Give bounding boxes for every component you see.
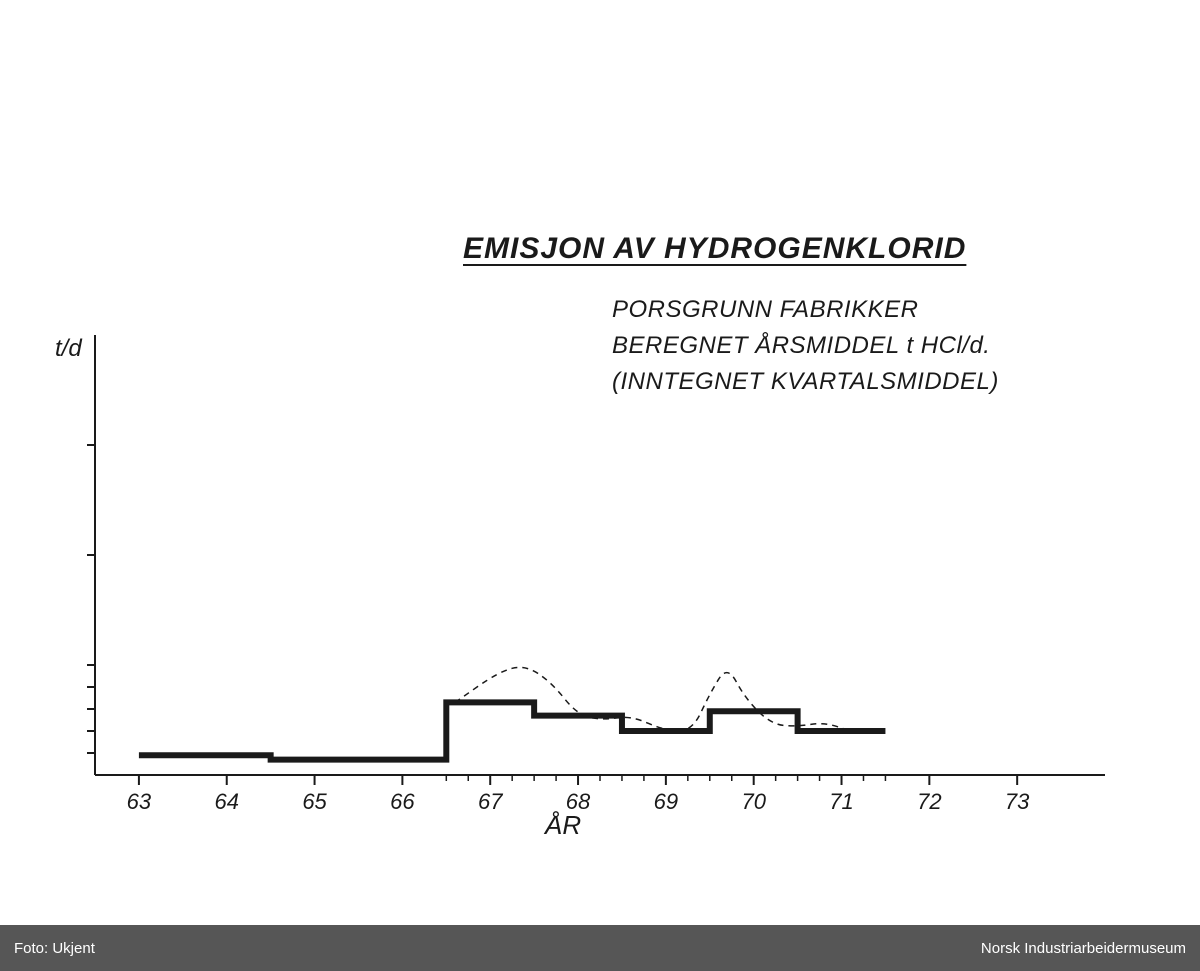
svg-text:67: 67 (478, 789, 503, 814)
svg-text:66: 66 (390, 789, 415, 814)
footer-bar: Foto: Ukjent Norsk Industriarbeidermuseu… (0, 925, 1200, 971)
footer-left: Foto: Ukjent (14, 940, 95, 957)
svg-text:63: 63 (127, 789, 152, 814)
svg-text:73: 73 (1005, 789, 1030, 814)
chart-area: 1234510156364656667686970717273 (85, 335, 1115, 775)
svg-text:71: 71 (829, 789, 853, 814)
chart-svg: 1234510156364656667686970717273 (85, 335, 1115, 835)
svg-text:64: 64 (214, 789, 238, 814)
footer-right: Norsk Industriarbeidermuseum (981, 940, 1186, 957)
x-axis-label: ÅR (545, 810, 581, 841)
svg-text:70: 70 (741, 789, 766, 814)
svg-text:72: 72 (917, 789, 941, 814)
svg-text:69: 69 (654, 789, 678, 814)
svg-text:65: 65 (302, 789, 327, 814)
chart-title: EMISJON AV HYDROGENKLORID (463, 232, 966, 266)
y-axis-label: t/d (55, 335, 82, 363)
